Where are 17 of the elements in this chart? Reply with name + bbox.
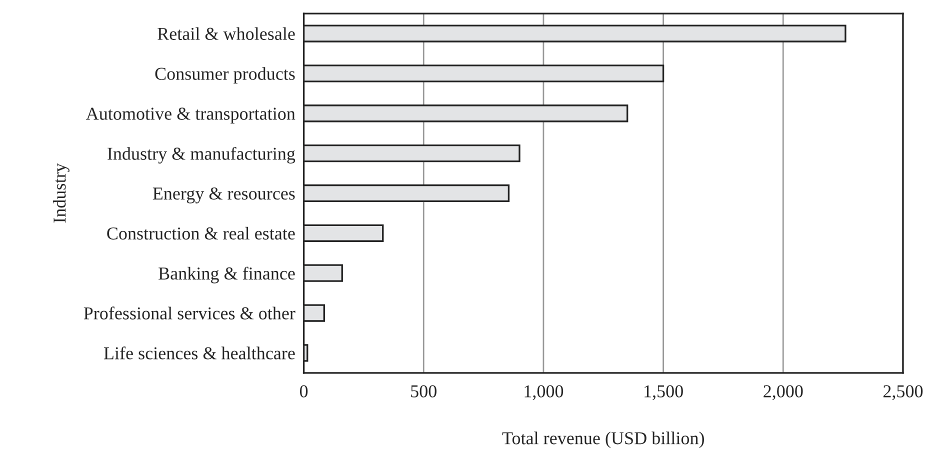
y-tick-label: Industry & manufacturing xyxy=(108,146,296,164)
y-tick-label: Construction & real estate xyxy=(107,226,295,240)
x-tick-label: 2,000 xyxy=(764,385,803,400)
x-tick-label: 1,000 xyxy=(524,385,564,400)
y-tick-label: Energy & resources xyxy=(152,187,295,204)
y-tick-label: Consumer products xyxy=(155,67,295,84)
y-tick-label: Banking & finance xyxy=(158,266,295,284)
x-axis-title: Total revenue (USD billion) xyxy=(502,432,704,448)
x-tick-label: 500 xyxy=(411,385,436,398)
x-tick-label: 1,500 xyxy=(644,385,683,400)
y-tick-label: Retail & wholesale xyxy=(158,27,295,40)
x-tick-label: 2,500 xyxy=(883,385,923,400)
y-tick-label: Professional services & other xyxy=(84,306,296,320)
y-axis-title: Industry xyxy=(53,163,70,223)
x-tick-label: 0 xyxy=(300,385,308,398)
y-tick-label: Automotive & transportation xyxy=(86,108,296,124)
y-tick-label: Life sciences & healthcare xyxy=(104,346,295,360)
